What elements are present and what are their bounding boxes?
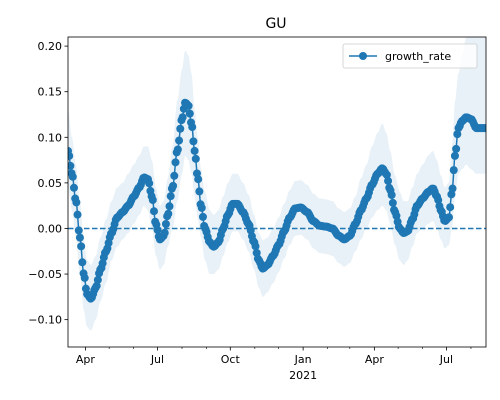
legend-marker-swatch — [359, 52, 367, 60]
data-point — [72, 198, 81, 207]
data-point — [195, 187, 204, 196]
x-tick-label: Jan — [294, 353, 312, 366]
data-point — [392, 211, 401, 220]
data-point — [161, 220, 170, 229]
y-tick-label: 0.05 — [38, 177, 63, 190]
chart-title: GU — [265, 16, 286, 32]
data-point — [450, 151, 459, 160]
x-tick-label: Jul — [150, 353, 164, 366]
data-point — [171, 158, 180, 167]
data-point — [75, 233, 84, 242]
data-point — [93, 275, 102, 284]
x-tick-label: Apr — [365, 353, 385, 366]
data-point — [73, 210, 82, 219]
data-point — [166, 192, 175, 201]
plot-frame — [67, 36, 487, 348]
y-tick-label: −0.05 — [28, 268, 62, 281]
data-point — [145, 179, 154, 188]
x-tick-year-label: 2021 — [289, 369, 317, 382]
data-point — [69, 183, 78, 192]
data-point — [175, 136, 184, 145]
data-point — [444, 213, 453, 222]
data-point — [382, 170, 391, 179]
axes-layer: −0.10 −0.05 0.00 0.05 0.10 0.15 0.20 Apr Jul Oct J… — [28, 36, 487, 382]
data-point — [160, 228, 169, 237]
data-point — [178, 113, 187, 122]
data-point — [388, 198, 397, 207]
data-point — [198, 212, 207, 221]
data-point — [434, 196, 443, 205]
data-point — [197, 203, 206, 212]
data-point — [387, 191, 396, 200]
data-point — [170, 171, 179, 180]
data-point — [173, 145, 182, 154]
data-point — [169, 181, 178, 190]
legend-label: growth_rate — [385, 50, 451, 63]
data-point — [251, 242, 260, 251]
data-point — [77, 242, 86, 251]
data-point — [68, 151, 74, 160]
data-point — [184, 101, 193, 110]
y-tick-label: 0.00 — [38, 222, 63, 235]
data-point — [189, 137, 198, 146]
data-point — [148, 196, 157, 204]
data-point — [452, 144, 461, 153]
data-point — [164, 209, 173, 218]
data-point — [74, 226, 83, 235]
data-point — [449, 166, 458, 175]
legend: growth_rate — [342, 43, 478, 69]
data-point — [188, 123, 197, 132]
y-tick-label: 0.15 — [38, 86, 63, 99]
data-point — [185, 109, 194, 118]
legend-box — [342, 43, 478, 69]
x-tick-label: Apr — [76, 353, 96, 366]
data-point — [176, 124, 185, 133]
data-point — [194, 175, 203, 184]
y-tick-label: 0.20 — [38, 40, 63, 53]
data-point — [68, 161, 75, 170]
data-point — [482, 124, 486, 133]
data-point — [448, 184, 457, 193]
data-point — [165, 202, 174, 211]
data-point — [384, 176, 393, 185]
data-point — [149, 207, 158, 216]
data-point — [446, 203, 455, 212]
y-tick-label: −0.10 — [28, 314, 62, 327]
data-point — [153, 226, 162, 235]
data-point — [68, 172, 77, 181]
x-tick-label: Jul — [439, 353, 453, 366]
x-tick-label: Oct — [221, 353, 241, 366]
data-point — [78, 258, 87, 267]
y-tick-label: 0.10 — [38, 131, 63, 144]
data-point — [191, 154, 200, 163]
data-point — [190, 146, 199, 155]
data-point — [453, 130, 462, 139]
series-layer — [68, 98, 486, 303]
data-point — [80, 273, 89, 282]
